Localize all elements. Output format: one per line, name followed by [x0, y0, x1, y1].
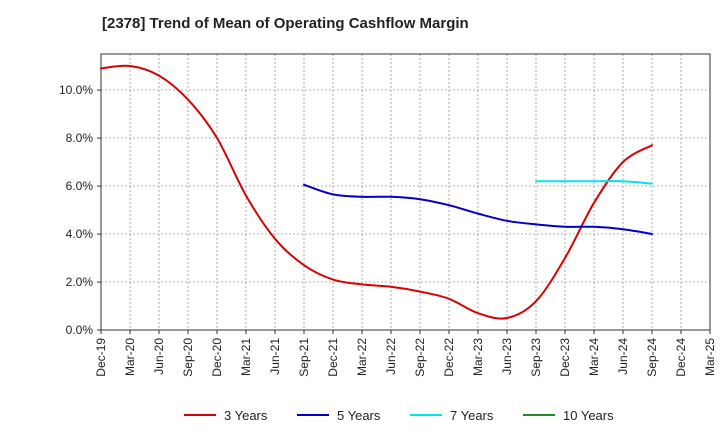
series-line-5-years	[303, 183, 653, 235]
x-tick-label: Mar-24	[587, 338, 601, 376]
legend-label-10-years: 10 Years	[563, 408, 614, 423]
x-tick-label: Jun-24	[616, 338, 630, 375]
y-tick-label: 0.0%	[66, 323, 94, 337]
y-tick-label: 2.0%	[66, 275, 94, 289]
x-tick-label: Jun-23	[500, 338, 514, 375]
x-tick-label: Mar-25	[703, 338, 717, 376]
x-tick-label: Mar-22	[355, 338, 369, 376]
x-tick-label: Dec-20	[210, 338, 224, 377]
x-tick-label: Sep-21	[297, 338, 311, 377]
x-tick-label: Dec-24	[674, 338, 688, 377]
x-tick-label: Sep-24	[645, 338, 659, 377]
x-tick-label: Sep-23	[529, 338, 543, 377]
chart-title: [2378] Trend of Mean of Operating Cashfl…	[102, 15, 469, 32]
y-tick-label: 4.0%	[66, 227, 94, 241]
x-tick-label: Dec-23	[558, 338, 572, 377]
y-tick-label: 8.0%	[66, 131, 94, 145]
x-tick-label: Jun-20	[152, 338, 166, 375]
x-tick-label: Dec-22	[442, 338, 456, 377]
series-line-3-years	[100, 64, 653, 320]
x-tick-label: Mar-21	[239, 338, 253, 376]
x-tick-label: Sep-20	[181, 338, 195, 377]
plot-area	[101, 54, 710, 330]
legend-label-5-years: 5 Years	[337, 408, 381, 423]
legend-label-7-years: 7 Years	[450, 408, 494, 423]
y-tick-label: 6.0%	[66, 179, 94, 193]
x-tick-label: Jun-22	[384, 338, 398, 375]
legend-label-3-years: 3 Years	[224, 408, 268, 423]
y-tick-label: 10.0%	[59, 83, 93, 97]
plot-frame	[100, 53, 711, 331]
x-tick-label: Sep-22	[413, 338, 427, 377]
x-tick-label: Dec-21	[326, 338, 340, 377]
x-tick-label: Mar-23	[471, 338, 485, 376]
x-tick-label: Mar-20	[123, 338, 137, 376]
series-line-7-years	[535, 180, 653, 185]
x-tick-label: Dec-19	[94, 338, 108, 377]
x-tick-label: Jun-21	[268, 338, 282, 375]
